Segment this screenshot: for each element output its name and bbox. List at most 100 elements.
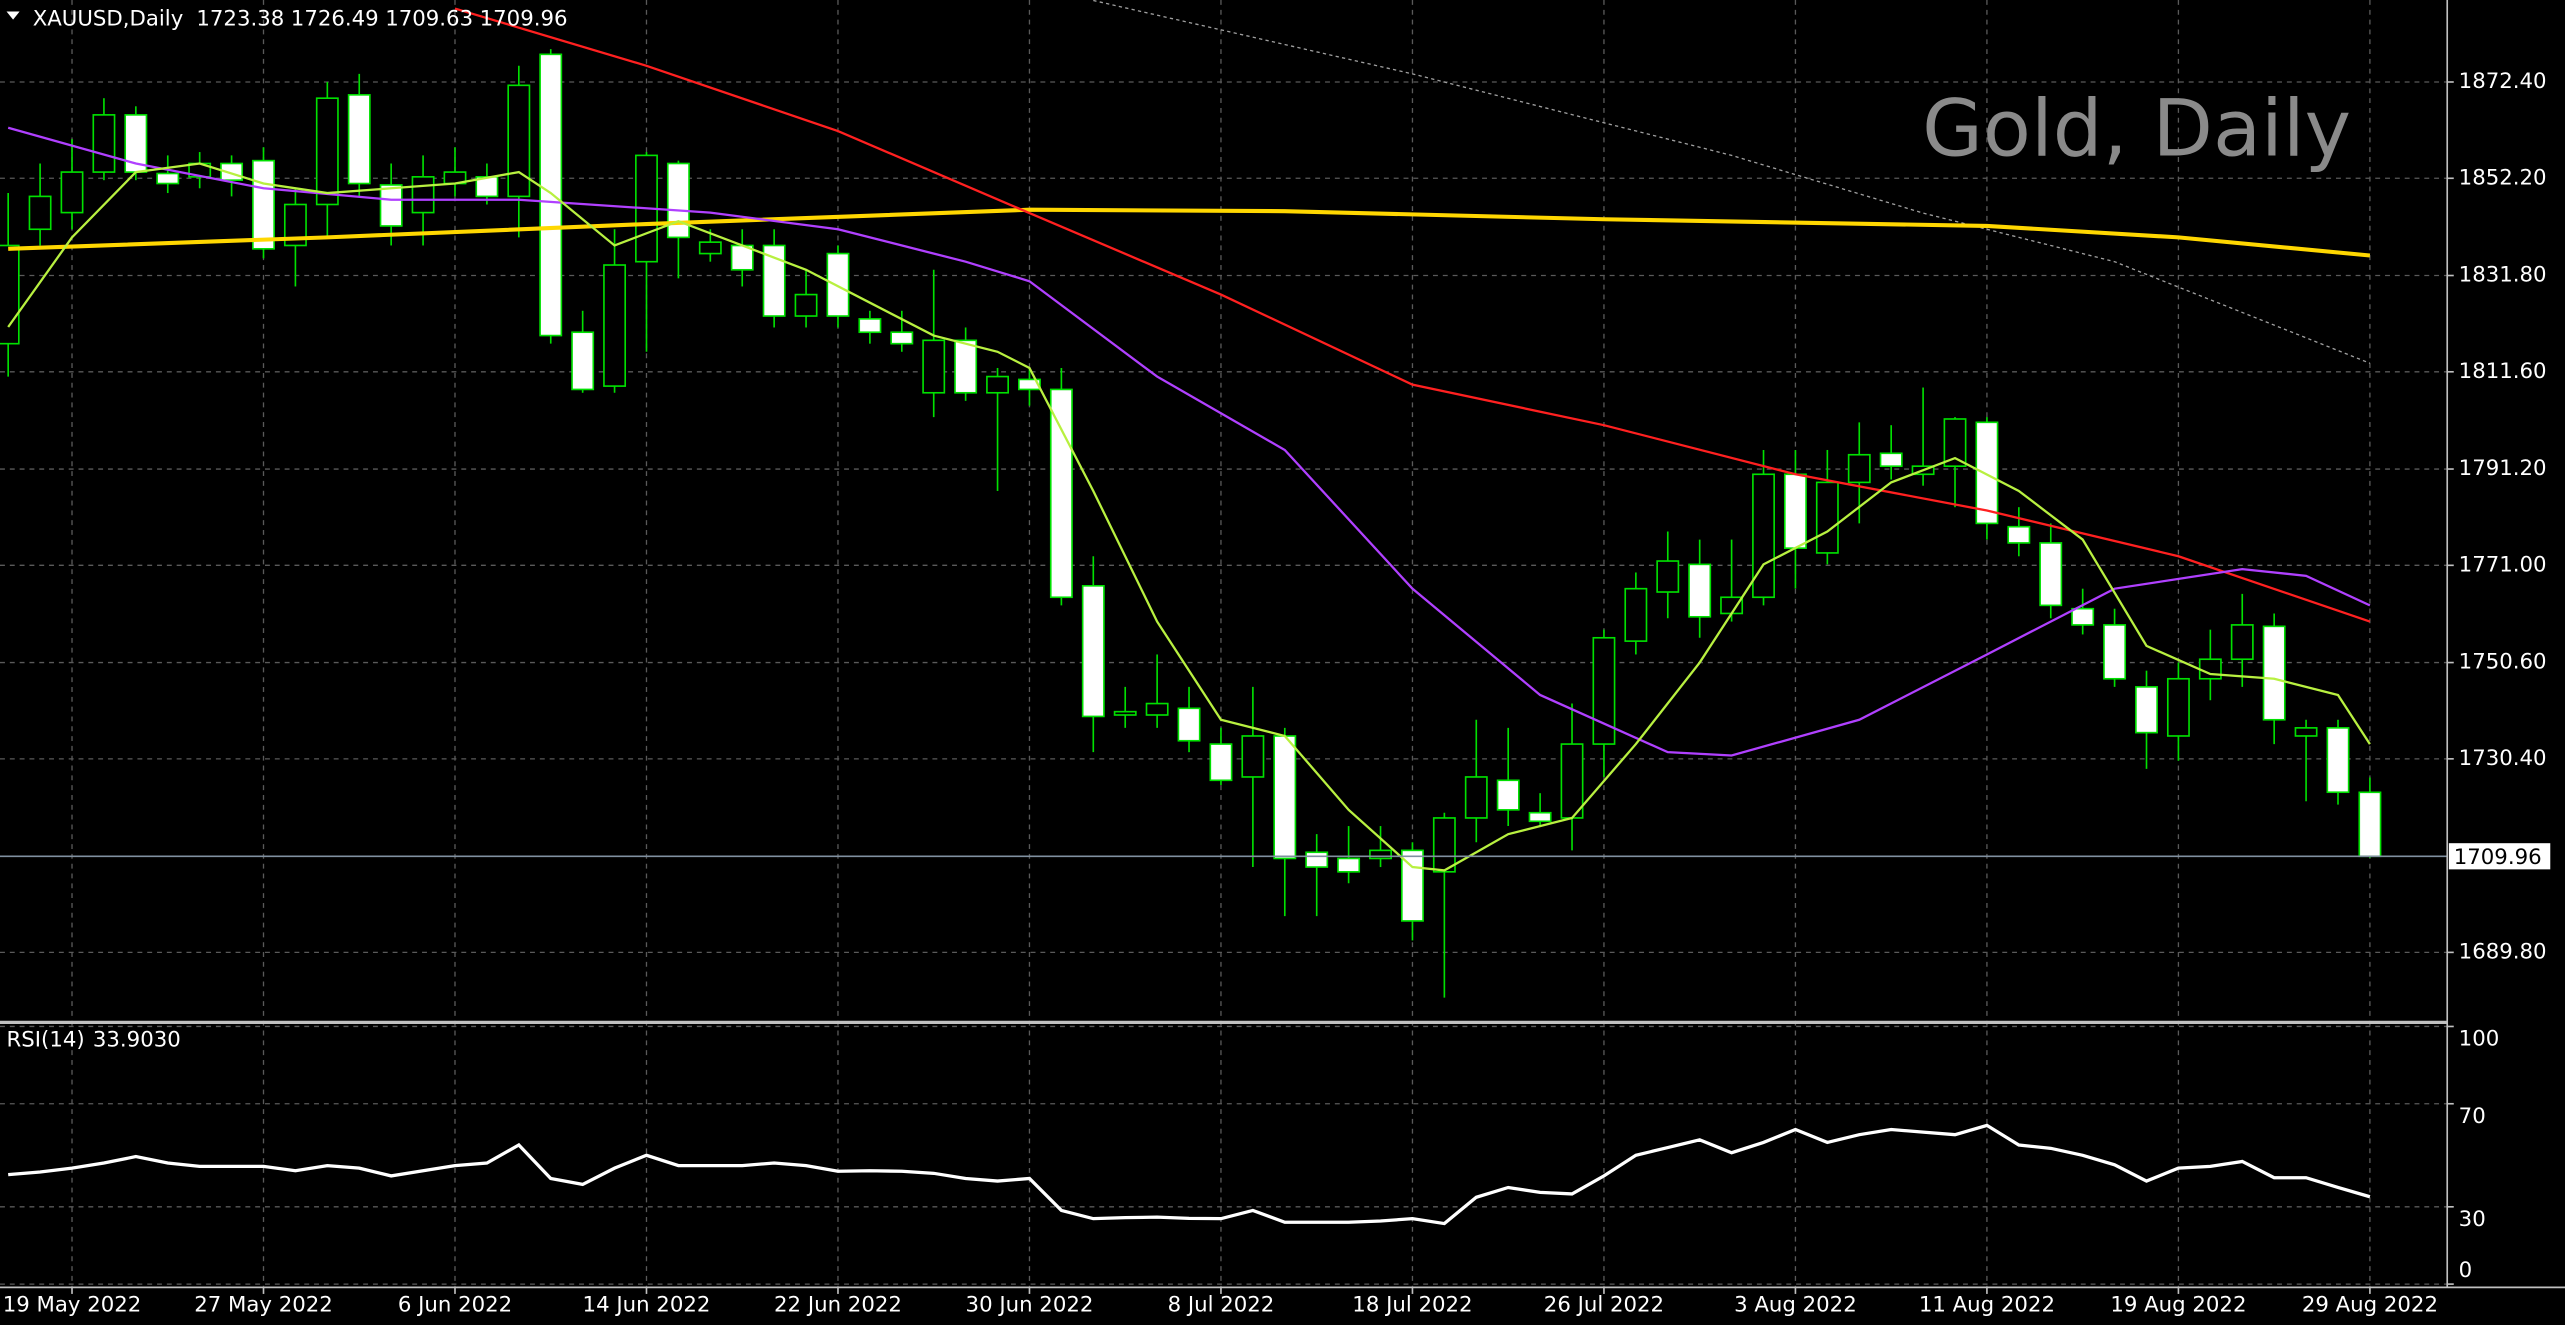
candle-body: [1464, 776, 1488, 819]
candle-body: [890, 331, 914, 345]
x-tick-label: 6 Jun 2022: [398, 1292, 512, 1317]
x-tick-label: 27 May 2022: [194, 1292, 333, 1317]
y-tick-label: 30: [2459, 1207, 2486, 1232]
rsi-header: RSI(14) 33.9030: [7, 1027, 181, 1052]
candle-body: [603, 264, 627, 387]
candle-body: [1752, 473, 1775, 599]
candle-body: [2294, 727, 2318, 737]
candle-body: [666, 162, 690, 239]
candle-body: [1305, 851, 1329, 868]
candle-body: [315, 97, 339, 206]
candle-body: [2166, 677, 2190, 737]
candle-body: [2071, 607, 2095, 626]
candle-body: [1113, 710, 1137, 716]
x-tick-label: 26 Jul 2022: [1544, 1292, 1664, 1317]
candle-body: [2007, 525, 2031, 544]
candle-body: [1081, 585, 1105, 718]
y-tick-label: 100: [2459, 1027, 2500, 1052]
watermark: Gold, Daily: [1922, 83, 2351, 175]
y-tick-label: 1689.80: [2459, 939, 2547, 964]
x-tick-label: 8 Jul 2022: [1168, 1292, 1275, 1317]
candle-body: [1656, 560, 1680, 593]
candle-body: [1592, 636, 1616, 745]
y-tick-label: 1831.80: [2459, 263, 2547, 288]
candle-body: [2039, 542, 2063, 607]
candle-body: [826, 252, 850, 317]
candle-body: [954, 339, 978, 394]
moving-average-line: [7, 126, 2371, 757]
x-tick-label: 14 Jun 2022: [583, 1292, 711, 1317]
x-tick-label: 3 Aug 2022: [1734, 1292, 1857, 1317]
candle-body: [1624, 587, 1648, 642]
candle-body: [1560, 743, 1584, 819]
rsi-value: 33.9030: [93, 1027, 181, 1052]
candle-body: [1496, 779, 1520, 811]
candle-body: [2135, 686, 2158, 734]
x-tick-label: 18 Jul 2022: [1352, 1292, 1472, 1317]
collapse-icon[interactable]: [6, 11, 20, 20]
plot-layer: [0, 0, 2448, 1226]
rsi-title: RSI(14): [7, 1027, 85, 1052]
x-tick-label: 30 Jun 2022: [966, 1292, 1094, 1317]
x-tick-label: 19 Aug 2022: [2110, 1292, 2246, 1317]
x-tick-label: 19 May 2022: [3, 1292, 142, 1317]
open-value: 1723.38: [196, 7, 284, 32]
candle-body: [1847, 453, 1871, 484]
candle-body: [1879, 452, 1903, 467]
candle-body: [1369, 849, 1392, 860]
y-tick-label: 70: [2459, 1104, 2486, 1129]
moving-average-line: [7, 162, 2371, 872]
candle-body: [986, 375, 1010, 394]
y-tick-label: 1730.40: [2459, 746, 2547, 771]
y-tick-label: 1811.60: [2459, 359, 2547, 384]
y-tick-label: 1852.20: [2459, 165, 2547, 190]
candle-body: [1783, 473, 1807, 549]
moving-average-line: [454, 7, 2371, 623]
candle-body: [28, 195, 52, 231]
x-tick-label: 22 Jun 2022: [774, 1292, 902, 1317]
candle-body: [2230, 624, 2254, 661]
bid-price-box: [2448, 843, 2551, 870]
candle-body: [2262, 625, 2286, 721]
candle-body: [1241, 735, 1265, 778]
y-tick-label: 1750.60: [2459, 650, 2547, 675]
x-tick-label: 29 Aug 2022: [2302, 1292, 2438, 1317]
candle-body: [571, 331, 595, 391]
candle-body: [1049, 388, 1073, 599]
candle-body: [1018, 378, 1041, 391]
candle-body: [1145, 702, 1169, 716]
rsi-line: [8, 1123, 2371, 1226]
candle-body: [1720, 596, 1744, 615]
candle-body: [507, 84, 531, 198]
moving-average-line: [1093, 0, 2371, 364]
candle-body: [698, 241, 722, 255]
candle-body: [794, 293, 818, 317]
candle-body: [1432, 817, 1456, 873]
candle-body: [1209, 743, 1233, 782]
high-value: 1726.49: [291, 7, 379, 32]
low-value: 1709.63: [385, 7, 473, 32]
candle-body: [1975, 421, 1999, 525]
candle-body: [0, 244, 20, 345]
candle-body: [2358, 791, 2382, 858]
candle-body: [379, 184, 403, 227]
candle-body: [2198, 658, 2222, 680]
symbol: XAUUSD,Daily: [33, 7, 184, 32]
candle-body: [1177, 707, 1201, 742]
candle-body: [922, 339, 946, 394]
x-tick-label: 11 Aug 2022: [1919, 1292, 2055, 1317]
candle-body: [347, 94, 371, 185]
close-value: 1709.96: [480, 7, 568, 32]
grid-layer: [0, 0, 2448, 1288]
candle-body: [858, 318, 882, 334]
candle-body: [1273, 735, 1297, 860]
candle-body: [1815, 481, 1839, 554]
candle-body: [156, 172, 180, 185]
y-tick-label: 0: [2459, 1258, 2473, 1283]
candle-body: [2103, 624, 2127, 680]
candle-body: [762, 244, 786, 317]
axes-layer: 19 May 2022 27 May 2022 6 Jun 2022 14 Jun 2…: [3, 69, 2551, 1317]
candle-body: [60, 171, 84, 214]
